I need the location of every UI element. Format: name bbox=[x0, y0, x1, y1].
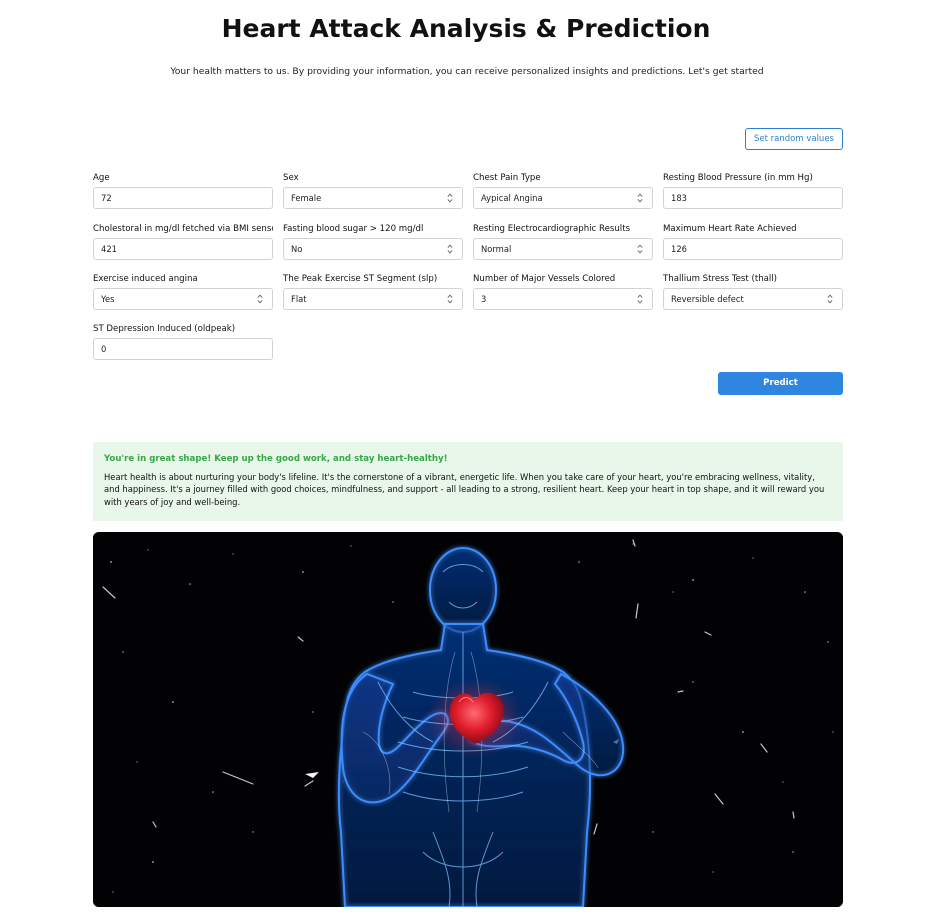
thallium-label: Thallium Stress Test (thall) bbox=[663, 274, 778, 284]
updown-chevron-icon bbox=[447, 293, 453, 305]
st-slope-select[interactable]: Flat bbox=[283, 288, 463, 310]
cholesterol-field-group: Cholestoral in mg/dl fetched via BMI sen… bbox=[93, 223, 273, 260]
oldpeak-field-group: ST Depression Induced (oldpeak) 0 bbox=[93, 323, 273, 360]
st-slope-field-group: The Peak Exercise ST Segment (slp) Flat bbox=[283, 273, 463, 310]
major-vessels-select[interactable]: 3 bbox=[473, 288, 653, 310]
resting-bp-input[interactable]: 183 bbox=[663, 187, 843, 209]
thallium-select[interactable]: Reversible defect bbox=[663, 288, 843, 310]
resting-ecg-field-group: Resting Electrocardiographic Results Nor… bbox=[473, 223, 653, 260]
exercise-angina-field-group: Exercise induced angina Yes bbox=[93, 273, 273, 310]
fasting-sugar-label: Fasting blood sugar > 120 mg/dl bbox=[283, 224, 424, 234]
updown-chevron-icon bbox=[637, 243, 643, 255]
exercise-angina-select[interactable]: Yes bbox=[93, 288, 273, 310]
resting-bp-label: Resting Blood Pressure (in mm Hg) bbox=[663, 173, 813, 183]
thallium-field-group: Thallium Stress Test (thall) Reversible … bbox=[663, 273, 843, 310]
updown-chevron-icon bbox=[637, 192, 643, 204]
st-slope-label: The Peak Exercise ST Segment (slp) bbox=[283, 274, 438, 284]
updown-chevron-icon bbox=[637, 293, 643, 305]
exercise-angina-select-value: Yes bbox=[101, 294, 115, 304]
fasting-sugar-field-group: Fasting blood sugar > 120 mg/dl No bbox=[283, 223, 463, 260]
chest-pain-select[interactable]: Aypical Angina bbox=[473, 187, 653, 209]
oldpeak-label: ST Depression Induced (oldpeak) bbox=[93, 324, 236, 334]
set-random-values-button[interactable]: Set random values bbox=[745, 128, 843, 150]
age-field-group: Age 72 bbox=[93, 172, 273, 209]
updown-chevron-icon bbox=[447, 192, 453, 204]
sex-field-group: Sex Female bbox=[283, 172, 463, 209]
major-vessels-select-value: 3 bbox=[481, 294, 487, 304]
major-vessels-label: Number of Major Vessels Colored bbox=[473, 274, 616, 284]
updown-chevron-icon bbox=[257, 293, 263, 305]
resting-ecg-label: Resting Electrocardiographic Results bbox=[473, 224, 631, 234]
result-heading: You're in great shape! Keep up the good … bbox=[104, 454, 448, 464]
max-heart-rate-field-group: Maximum Heart Rate Achieved 126 bbox=[663, 223, 843, 260]
chest-pain-select-value: Aypical Angina bbox=[481, 193, 543, 203]
predict-button[interactable]: Predict bbox=[718, 372, 843, 395]
chest-pain-label: Chest Pain Type bbox=[473, 173, 541, 183]
max-heart-rate-input[interactable]: 126 bbox=[663, 238, 843, 260]
major-vessels-field-group: Number of Major Vessels Colored 3 bbox=[473, 273, 653, 310]
updown-chevron-icon bbox=[447, 243, 453, 255]
oldpeak-input[interactable]: 0 bbox=[93, 338, 273, 360]
result-body: Heart health is about nurturing your bod… bbox=[104, 472, 825, 507]
fasting-sugar-select[interactable]: No bbox=[283, 238, 463, 260]
heart-illustration bbox=[93, 532, 843, 907]
thallium-select-value: Reversible defect bbox=[671, 294, 744, 304]
chest-pain-field-group: Chest Pain Type Aypical Angina bbox=[473, 172, 653, 209]
sex-select-value: Female bbox=[291, 193, 322, 203]
resting-ecg-select-value: Normal bbox=[481, 244, 512, 254]
updown-chevron-icon bbox=[827, 293, 833, 305]
page-title: Heart Attack Analysis & Prediction bbox=[221, 14, 711, 43]
fasting-sugar-select-value: No bbox=[291, 244, 303, 254]
max-heart-rate-label: Maximum Heart Rate Achieved bbox=[663, 224, 797, 234]
age-label: Age bbox=[93, 173, 110, 183]
sex-select[interactable]: Female bbox=[283, 187, 463, 209]
result-alert: You're in great shape! Keep up the good … bbox=[93, 442, 843, 521]
cholesterol-input[interactable]: 421 bbox=[93, 238, 273, 260]
resting-ecg-select[interactable]: Normal bbox=[473, 238, 653, 260]
age-input[interactable]: 72 bbox=[93, 187, 273, 209]
sex-label: Sex bbox=[283, 173, 299, 183]
resting-bp-field-group: Resting Blood Pressure (in mm Hg) 183 bbox=[663, 172, 843, 209]
page-subtitle: Your health matters to us. By providing … bbox=[170, 66, 764, 77]
exercise-angina-label: Exercise induced angina bbox=[93, 274, 198, 284]
st-slope-select-value: Flat bbox=[291, 294, 307, 304]
cholesterol-label: Cholestoral in mg/dl fetched via BMI sen… bbox=[93, 224, 273, 234]
glowing-body-heart-image bbox=[93, 532, 843, 907]
